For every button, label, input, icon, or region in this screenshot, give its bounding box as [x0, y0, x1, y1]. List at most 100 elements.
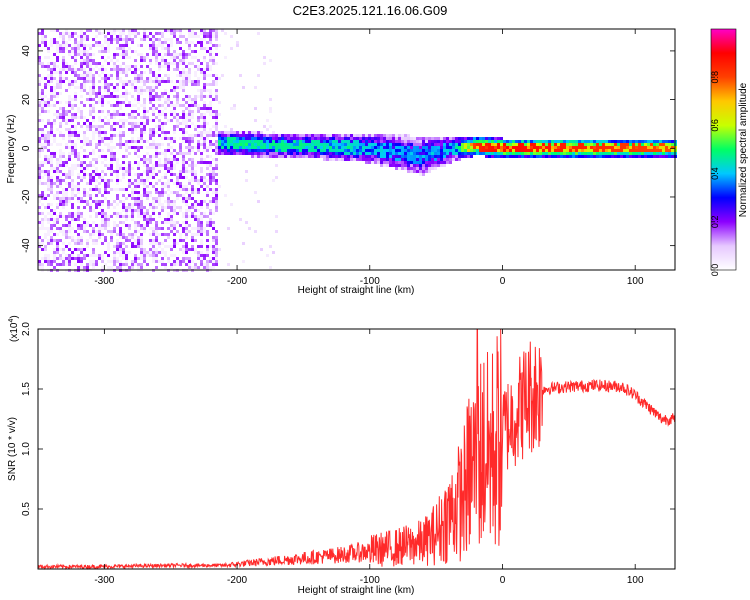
heatmap-cell	[302, 140, 305, 143]
heatmap-cell	[149, 146, 152, 149]
heatmap-cell	[155, 38, 158, 41]
heatmap-cell	[134, 116, 137, 119]
heatmap-cell	[74, 38, 77, 41]
heatmap-cell	[620, 149, 623, 152]
heatmap-cell	[311, 140, 314, 143]
heatmap-cell	[125, 251, 128, 254]
heatmap-cell	[194, 173, 197, 176]
heatmap-cell	[122, 32, 125, 35]
heatmap-cell	[161, 137, 164, 140]
heatmap-cell	[356, 140, 359, 143]
heatmap-cell	[200, 161, 203, 164]
heatmap-cell	[38, 101, 41, 104]
heatmap-cell	[92, 53, 95, 56]
heatmap-cell	[140, 176, 143, 179]
heatmap-cell	[266, 152, 269, 155]
heatmap-cell	[176, 119, 179, 122]
heatmap-cell	[119, 248, 122, 251]
heatmap-cell	[557, 155, 560, 158]
heatmap-cell	[68, 152, 71, 155]
heatmap-cell	[71, 65, 74, 68]
heatmap-cell	[569, 140, 572, 143]
heatmap-cell	[458, 137, 461, 140]
heatmap-cell	[44, 245, 47, 248]
heatmap-cell	[392, 134, 395, 137]
heatmap-cell	[206, 173, 209, 176]
heatmap-cell	[197, 77, 200, 80]
heatmap-cell	[206, 104, 209, 107]
heatmap-cell	[131, 209, 134, 212]
heatmap-cell	[185, 212, 188, 215]
heatmap-cell	[38, 173, 41, 176]
heatmap-cell	[428, 146, 431, 149]
heatmap-cell	[557, 152, 560, 155]
heatmap-cell	[140, 71, 143, 74]
heatmap-cell	[656, 149, 659, 152]
heatmap-cell	[656, 143, 659, 146]
heatmap-cell	[131, 266, 134, 269]
heatmap-cell	[569, 149, 572, 152]
heatmap-cell	[137, 155, 140, 158]
heatmap-cell	[134, 263, 137, 266]
heatmap-cell	[113, 122, 116, 125]
heatmap-cell	[401, 152, 404, 155]
heatmap-cell	[50, 38, 53, 41]
heatmap-cell	[164, 152, 167, 155]
heatmap-cell	[278, 137, 281, 140]
heatmap-cell	[170, 161, 173, 164]
heatmap-cell	[101, 77, 104, 80]
heatmap-cell	[92, 110, 95, 113]
heatmap-cell	[107, 92, 110, 95]
heatmap-cell	[482, 137, 485, 140]
heatmap-cell	[620, 155, 623, 158]
heatmap-cell	[140, 104, 143, 107]
heatmap-cell	[338, 152, 341, 155]
heatmap-cell	[161, 35, 164, 38]
heatmap-cell	[215, 191, 218, 194]
heatmap-cell	[50, 179, 53, 182]
heatmap-cell	[98, 206, 101, 209]
heatmap-cell	[122, 38, 125, 41]
heatmap-cell	[554, 149, 557, 152]
heatmap-cell	[71, 143, 74, 146]
spectrogram-x-axis-label: Height of straight line (km)	[298, 285, 415, 296]
heatmap-cell	[563, 140, 566, 143]
heatmap-cell	[68, 44, 71, 47]
heatmap-cell	[152, 71, 155, 74]
heatmap-cell	[176, 182, 179, 185]
heatmap-cell	[143, 248, 146, 251]
heatmap-cell	[203, 47, 206, 50]
heatmap-cell	[254, 131, 257, 134]
heatmap-cell	[83, 44, 86, 47]
heatmap-cell	[95, 65, 98, 68]
heatmap-cell	[329, 158, 332, 161]
heatmap-cell	[395, 140, 398, 143]
heatmap-cell	[149, 143, 152, 146]
heatmap-cell	[278, 134, 281, 137]
heatmap-cell	[38, 113, 41, 116]
heatmap-cell	[170, 56, 173, 59]
heatmap-cell	[110, 38, 113, 41]
heatmap-cell	[155, 239, 158, 242]
heatmap-cell	[128, 194, 131, 197]
heatmap-cell	[272, 155, 275, 158]
heatmap-cell	[143, 206, 146, 209]
heatmap-cell	[143, 110, 146, 113]
heatmap-cell	[68, 254, 71, 257]
heatmap-cell	[287, 152, 290, 155]
heatmap-cell	[605, 140, 608, 143]
heatmap-cell	[422, 164, 425, 167]
heatmap-cell	[164, 155, 167, 158]
heatmap-cell	[587, 149, 590, 152]
heatmap-cell	[491, 143, 494, 146]
heatmap-cell	[197, 200, 200, 203]
heatmap-cell	[194, 188, 197, 191]
heatmap-cell	[578, 155, 581, 158]
heatmap-cell	[125, 209, 128, 212]
heatmap-cell	[65, 89, 68, 92]
heatmap-cell	[152, 98, 155, 101]
heatmap-cell	[152, 218, 155, 221]
heatmap-cell	[185, 218, 188, 221]
heatmap-cell	[131, 32, 134, 35]
heatmap-cell	[353, 149, 356, 152]
